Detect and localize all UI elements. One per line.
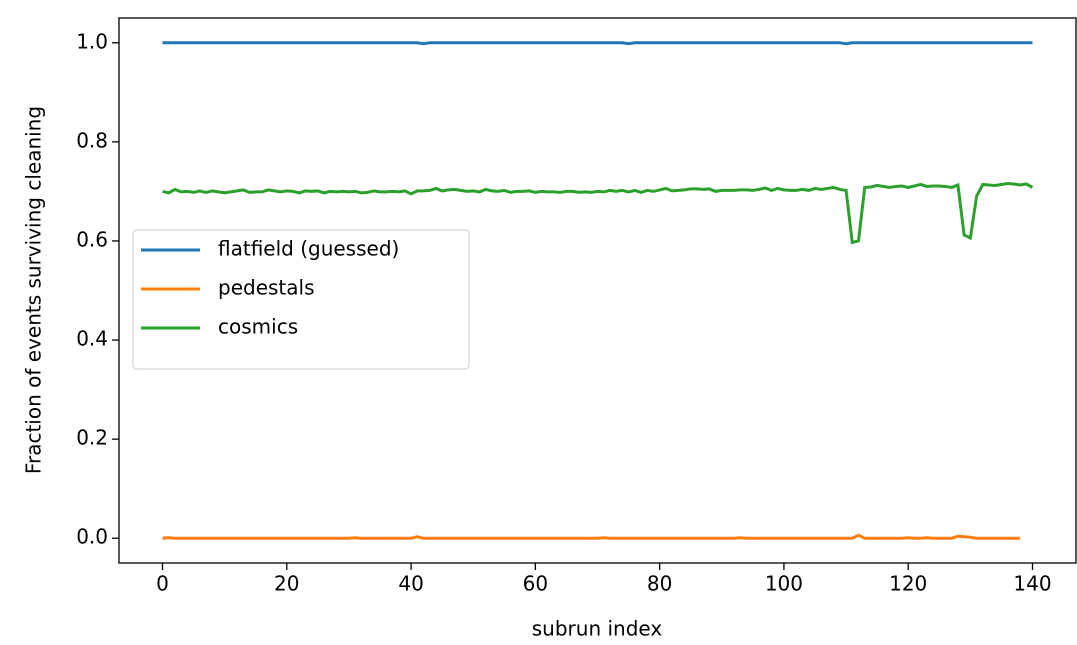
y-tick-label: 0.4: [76, 327, 108, 351]
y-tick-label: 0.6: [76, 227, 108, 251]
x-tick-label: 40: [398, 572, 423, 596]
x-tick-label: 140: [1013, 572, 1051, 596]
x-tick-label: 60: [523, 572, 548, 596]
series-line: [162, 41, 1033, 46]
y-tick-label: 0.0: [76, 525, 108, 549]
series-line: [162, 181, 1034, 245]
x-axis-label: subrun index: [532, 617, 663, 641]
x-tick-label: 80: [647, 572, 672, 596]
x-tick-label: 0: [156, 572, 169, 596]
plot-frame: [118, 17, 1077, 564]
legend-box: [132, 229, 470, 370]
x-tick-label: 100: [765, 572, 803, 596]
legend-label: cosmics: [218, 315, 298, 339]
y-tick-label: 0.8: [76, 128, 108, 152]
y-axis-label: Fraction of events surviving cleaning: [22, 106, 46, 474]
y-tick-label: 1.0: [76, 29, 108, 53]
y-tick-label: 0.2: [76, 426, 108, 450]
legend-label: pedestals: [218, 276, 315, 300]
legend: flatfield (guessed) pedestals cosmics: [132, 229, 470, 370]
x-tick-label: 120: [889, 572, 927, 596]
x-tick-label: 20: [274, 572, 299, 596]
legend-label: flatfield (guessed): [218, 237, 399, 261]
series-line: [162, 533, 1021, 540]
